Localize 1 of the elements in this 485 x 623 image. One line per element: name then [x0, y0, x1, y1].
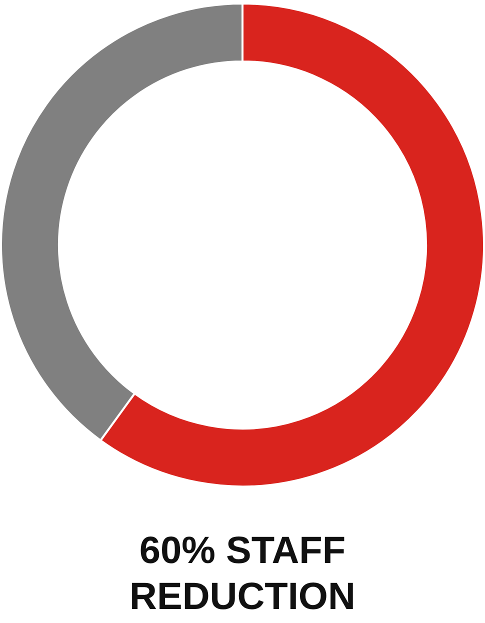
text: 60% STAFF REDUCTION	[128, 529, 356, 620]
